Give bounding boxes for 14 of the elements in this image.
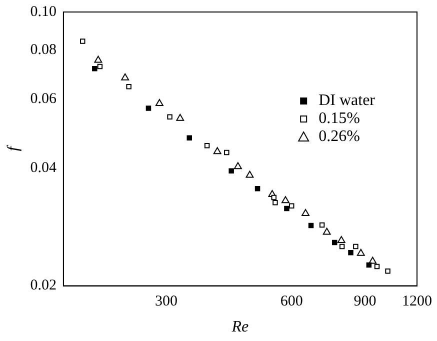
- y-tick-label: 0.10: [30, 4, 56, 20]
- y-axis-title: f: [4, 144, 22, 152]
- y-tick-label: 0.02: [30, 278, 56, 294]
- y-tick-label: 0.08: [30, 42, 56, 58]
- legend-label: 0.26%: [318, 128, 360, 146]
- x-tick-label: 900: [354, 294, 376, 310]
- x-tick-label: 300: [154, 294, 178, 310]
- legend-label: DI water: [318, 92, 376, 110]
- y-tick-label: 0.06: [30, 90, 57, 107]
- legend-label: 0.15%: [318, 110, 360, 128]
- x-tick-label: 600: [280, 294, 303, 310]
- x-tick-label: 1200: [402, 294, 432, 310]
- x-axis-title: Re: [230, 318, 249, 336]
- y-tick-label: 0.04: [30, 160, 57, 176]
